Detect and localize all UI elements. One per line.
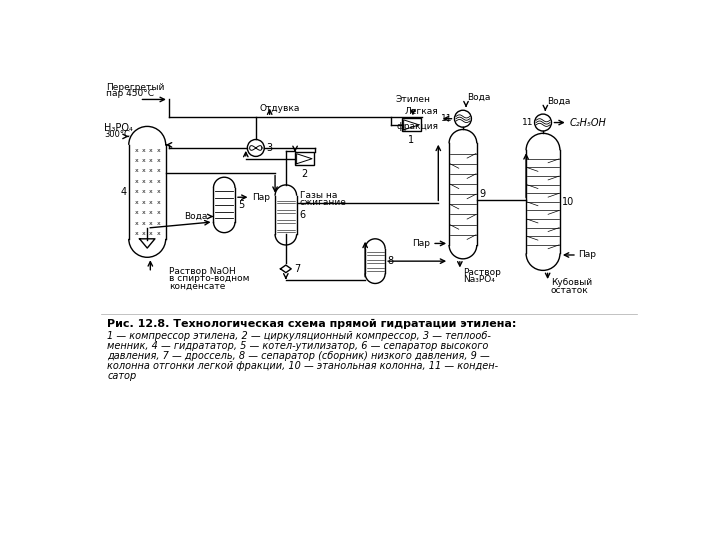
Text: x: x [156, 231, 161, 236]
Text: 6: 6 [299, 210, 305, 220]
Text: 2: 2 [301, 169, 307, 179]
Text: x: x [156, 147, 161, 153]
Text: Отдувка: Отдувка [260, 104, 300, 112]
Text: x: x [134, 221, 138, 226]
Text: Легкая: Легкая [405, 106, 438, 116]
Text: Этилен: Этилен [395, 96, 431, 104]
Text: 9: 9 [479, 189, 485, 199]
Text: x: x [142, 200, 145, 205]
Text: x: x [134, 158, 138, 163]
Text: x: x [156, 210, 161, 215]
Text: x: x [142, 231, 145, 236]
Text: Пар: Пар [578, 251, 596, 260]
Text: Газы на: Газы на [300, 191, 337, 200]
Bar [295, 152, 314, 165]
Text: x: x [149, 221, 153, 226]
Text: x: x [134, 147, 138, 153]
Text: x: x [156, 200, 161, 205]
Text: 8: 8 [387, 256, 394, 266]
Text: Вода: Вода [184, 212, 207, 221]
Text: x: x [134, 200, 138, 205]
Text: 1: 1 [408, 135, 415, 145]
Text: x: x [156, 221, 161, 226]
Text: Пар: Пар [252, 193, 270, 202]
Text: пар 450°С: пар 450°С [106, 89, 153, 98]
Text: конденсате: конденсате [168, 282, 225, 291]
Text: x: x [149, 190, 153, 194]
Text: в спирто-водном: в спирто-водном [168, 274, 249, 284]
Text: менник, 4 — гидрататор, 5 — котел-утилизатор, 6 — сепаратор высокого: менник, 4 — гидрататор, 5 — котел-утилиз… [107, 341, 489, 351]
Text: 5: 5 [238, 200, 244, 210]
Text: x: x [142, 168, 145, 173]
Text: Na₃PO₄: Na₃PO₄ [463, 275, 495, 284]
Text: x: x [142, 210, 145, 215]
Text: колонна отгонки легкой фракции, 10 — этанольная колонна, 11 — конден-: колонна отгонки легкой фракции, 10 — эта… [107, 361, 498, 372]
Text: x: x [156, 190, 161, 194]
Text: 4: 4 [120, 187, 127, 197]
Text: x: x [149, 179, 153, 184]
Text: сжигание: сжигание [300, 198, 346, 207]
Text: x: x [134, 179, 138, 184]
Text: Вода: Вода [467, 93, 490, 102]
Text: Раствор: Раствор [463, 268, 501, 277]
Text: x: x [149, 231, 153, 236]
Text: x: x [149, 158, 153, 163]
Text: x: x [134, 190, 138, 194]
Text: x: x [134, 168, 138, 173]
Text: x: x [134, 210, 138, 215]
Text: давления, 7 — дроссель, 8 — сепаратор (сборник) низкого давления, 9 —: давления, 7 — дроссель, 8 — сепаратор (с… [107, 351, 490, 361]
Text: C₂H₅OH: C₂H₅OH [570, 118, 606, 127]
Text: 11: 11 [441, 114, 453, 123]
Text: H₃PO₄: H₃PO₄ [104, 123, 133, 132]
Text: 1 — компрессор этилена, 2 — циркуляционный компрессор, 3 — теплооб-: 1 — компрессор этилена, 2 — циркуляционн… [107, 331, 491, 341]
Text: 10: 10 [562, 197, 575, 207]
Text: x: x [156, 168, 161, 173]
Text: Перегретый: Перегретый [106, 83, 164, 92]
Text: Раствор NaOH: Раствор NaOH [168, 267, 235, 275]
Text: Рис. 12.8. Технологическая схема прямой гидратации этилена:: Рис. 12.8. Технологическая схема прямой … [107, 319, 516, 329]
Text: Вода: Вода [547, 97, 570, 106]
Text: x: x [142, 158, 145, 163]
Text: остаток: остаток [551, 286, 588, 295]
Text: x: x [142, 179, 145, 184]
Text: Кубовый: Кубовый [551, 278, 592, 287]
Text: x: x [142, 147, 145, 153]
Text: сатор: сатор [107, 372, 137, 381]
Bar [402, 118, 420, 131]
Text: 3: 3 [266, 143, 273, 153]
Text: 11: 11 [521, 118, 533, 127]
Text: 300°С: 300°С [104, 131, 130, 139]
Text: x: x [134, 231, 138, 236]
Text: x: x [149, 200, 153, 205]
Text: фракция: фракция [396, 122, 438, 131]
Text: x: x [149, 210, 153, 215]
Text: x: x [142, 221, 145, 226]
Text: 7: 7 [294, 264, 300, 274]
Text: x: x [149, 147, 153, 153]
Text: x: x [156, 158, 161, 163]
Text: x: x [156, 179, 161, 184]
Text: Пар: Пар [413, 239, 431, 248]
Text: x: x [142, 190, 145, 194]
Text: x: x [149, 168, 153, 173]
